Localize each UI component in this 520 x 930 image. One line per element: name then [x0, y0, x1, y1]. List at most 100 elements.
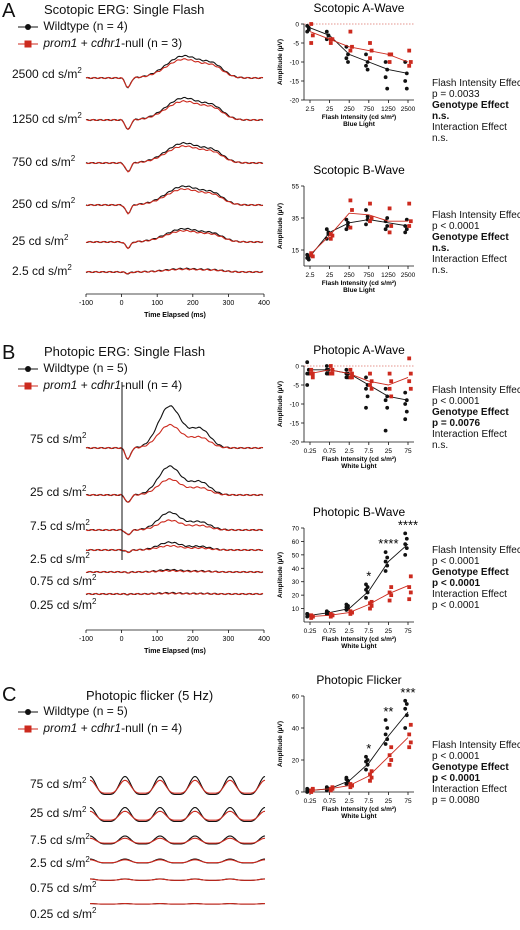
null-data-point: [350, 44, 354, 49]
y-tick-label: -10: [290, 402, 300, 409]
y-tick-label: 60: [292, 694, 300, 701]
null-data-point: [368, 383, 372, 387]
y-tick-label: 35: [292, 216, 300, 223]
wt-data-point: [385, 563, 390, 568]
stats-summary: Flash Intensity Effect p < 0.0001 Genotype…: [432, 545, 520, 611]
null-data-point: [387, 206, 392, 211]
intensity-label: 2500 cd s/m2: [12, 66, 82, 81]
wt-data-point: [364, 63, 368, 68]
chart-scotopic-a-wave: Scotopic A-Wave 0 -5 -10 -15 -20 2.5 25 250 750 12…: [277, 1, 416, 128]
x-axis-title: Time Elapsed (ms): [144, 312, 206, 319]
panel-b-erg-traces: [85, 382, 264, 596]
wt-data-point: [326, 33, 331, 38]
legend-null-gene1: prom1: [43, 378, 78, 392]
wt-data-point: [403, 224, 408, 228]
wt-data-point: [344, 367, 349, 372]
null-data-point: [309, 251, 314, 256]
null-data-point: [310, 786, 315, 791]
null-trace: [85, 519, 264, 536]
intensity-label-unit-exponent: 2: [82, 776, 87, 785]
x-tick-label: 250: [344, 272, 355, 279]
intensity-label-text: 25 cd s/m: [12, 234, 65, 248]
x-tick-label: 100: [151, 636, 163, 643]
wt-data-point: [383, 60, 388, 64]
stat-effect-label: Interaction Effect: [432, 784, 507, 795]
wt-data-point: [324, 364, 329, 368]
intensity-label-unit-exponent: 2: [82, 484, 87, 493]
stat-p-value: n.s.: [432, 133, 449, 144]
wt-data-point: [385, 86, 390, 91]
wt-data-point: [385, 737, 390, 742]
stat-effect-label: Flash Intensity Effect: [432, 740, 520, 751]
null-data-point: [389, 394, 394, 399]
wt-trace: [85, 96, 264, 130]
intensity-label-text: 2.5 cd s/m: [30, 856, 86, 870]
wt-mean-line: [309, 219, 409, 257]
y-tick-label: -15: [290, 421, 300, 428]
null-data-point: [350, 610, 354, 615]
wt-data-point: [344, 56, 349, 61]
wt-data-point: [404, 702, 409, 706]
null-data-point: [369, 386, 374, 391]
x-tick-label: 750: [363, 106, 374, 113]
legend-null-gene1: prom1: [43, 36, 78, 50]
chart-title: Scotopic A-Wave: [314, 1, 405, 15]
null-trace: [85, 145, 264, 173]
wt-data-point: [364, 208, 368, 212]
intensity-label: 2.5 cd s/m2: [30, 855, 90, 870]
x-tick-label: 0.25: [304, 798, 317, 805]
wt-data-point: [404, 71, 409, 76]
legend-wt-label: Wildtype (n = 4): [43, 19, 128, 33]
null-trace: [86, 544, 264, 554]
null-data-point: [369, 216, 374, 220]
null-data-point: [387, 230, 392, 235]
x-tick-label: 2.5: [345, 798, 354, 805]
null-data-point: [348, 29, 353, 34]
wt-data-point: [324, 371, 329, 376]
wt-data-point: [383, 550, 388, 555]
null-data-point: [350, 371, 354, 376]
stat-p-value: p < 0.0001: [432, 578, 481, 589]
null-data-point: [408, 574, 413, 579]
null-data-point: [387, 371, 392, 376]
null-data-point: [369, 379, 374, 384]
wt-data-point: [403, 79, 408, 83]
null-data-point: [408, 590, 413, 595]
null-data-point: [309, 22, 314, 26]
intensity-label-text: 75 cd s/m: [30, 777, 83, 791]
wt-data-point: [305, 788, 310, 793]
intensity-label-unit-exponent: 2: [67, 263, 72, 272]
legend-wt-label: Wildtype (n = 5): [43, 361, 128, 375]
panel-a-title: Scotopic ERG: Single Flash: [44, 2, 205, 17]
wt-data-point: [404, 409, 409, 414]
null-data-point: [309, 41, 314, 45]
null-data-point: [407, 732, 412, 737]
wt-data-point: [404, 86, 409, 91]
stat-effect-label: Flash Intensity Effect: [432, 78, 520, 89]
wt-data-point: [364, 767, 368, 772]
null-data-point: [407, 224, 412, 228]
null-trace: [85, 100, 264, 131]
wt-data-point: [305, 612, 310, 616]
stat-effect-label: Flash Intensity Effect: [432, 385, 520, 396]
null-trace: [89, 810, 266, 821]
wt-data-point: [403, 706, 408, 711]
wt-data-point: [346, 52, 350, 57]
stats-summary: Flash Intensity Effect p = 0.0033 Genotype…: [432, 78, 520, 144]
null-trace: [90, 903, 265, 905]
legend-null-suffix: -null (n = 4): [121, 721, 183, 735]
null-data-point: [368, 772, 372, 777]
stat-effect-label: Interaction Effect: [432, 589, 507, 600]
wt-data-point: [305, 252, 310, 257]
null-data-point: [389, 593, 394, 598]
y-axis-title: Amplitude (µV): [277, 39, 284, 85]
intensity-label-unit-exponent: 2: [82, 431, 87, 440]
wt-data-point: [385, 216, 390, 220]
null-data-point: [408, 60, 413, 64]
y-tick-label: 20: [292, 593, 300, 600]
null-data-point: [350, 208, 354, 212]
intensity-label: 0.25 cd s/m2: [30, 597, 96, 612]
intensity-label-text: 0.75 cd s/m: [30, 881, 93, 895]
x-tick-label: 25: [385, 798, 393, 805]
wt-data-point: [404, 536, 409, 541]
